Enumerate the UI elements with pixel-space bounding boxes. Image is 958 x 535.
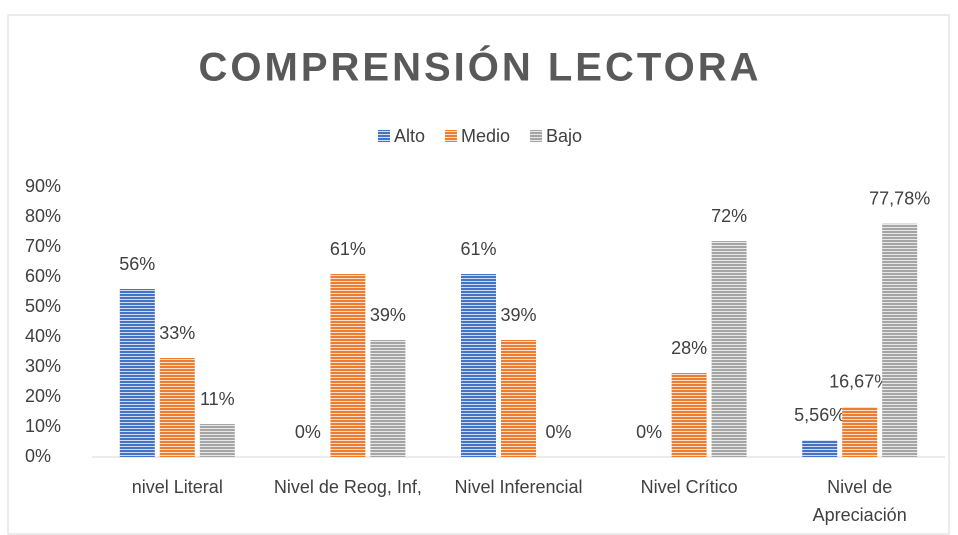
y-tick-label: 30% <box>25 356 61 376</box>
x-tick-label: Nivel de Reog, Inf, <box>274 477 422 497</box>
bar <box>842 406 878 457</box>
data-label: 61% <box>330 239 366 259</box>
data-label: 39% <box>370 305 406 325</box>
data-label: 16,67% <box>829 372 890 392</box>
y-tick-label: 60% <box>25 266 61 286</box>
y-tick-label: 80% <box>25 206 61 226</box>
data-label: 0% <box>636 422 662 442</box>
bar <box>461 274 496 457</box>
x-tick-label: Nivel de Apreciación <box>813 477 907 525</box>
data-label: 33% <box>159 323 195 343</box>
bar <box>882 223 918 457</box>
y-tick-label: 70% <box>25 236 61 256</box>
bar <box>159 358 195 457</box>
x-tick-label: Nivel Inferencial <box>454 477 582 497</box>
legend: Alto Medio Bajo <box>377 126 582 146</box>
x-tick-label: nivel Literal <box>132 477 223 497</box>
bar <box>671 373 707 457</box>
legend-label: Alto <box>394 126 425 146</box>
y-tick-label: 50% <box>25 296 61 316</box>
data-label: 56% <box>119 254 155 274</box>
legend-swatch <box>377 130 390 142</box>
legend-label: Bajo <box>546 126 582 146</box>
bar <box>199 424 235 457</box>
bar <box>711 241 747 457</box>
data-label: 72% <box>711 206 747 226</box>
data-label: 61% <box>460 239 496 259</box>
legend-label: Medio <box>461 126 510 146</box>
data-label: 0% <box>295 422 321 442</box>
data-label: 28% <box>671 338 707 358</box>
y-tick-label: 90% <box>25 176 61 196</box>
y-tick-label: 0% <box>25 446 51 466</box>
bar <box>501 340 536 457</box>
data-label: 0% <box>545 422 571 442</box>
data-label: 11% <box>200 389 235 409</box>
bar <box>119 289 155 457</box>
y-tick-label: 10% <box>25 416 61 436</box>
data-label: 39% <box>500 305 536 325</box>
y-tick-label: 40% <box>25 326 61 346</box>
bar <box>370 340 406 457</box>
y-tick-label: 20% <box>25 386 61 406</box>
legend-swatch <box>444 130 457 142</box>
x-tick-label: Nivel Crítico <box>641 477 738 497</box>
data-label: 77,78% <box>869 188 930 208</box>
chart-title: COMPRENSIÓN LECTORA <box>199 44 762 90</box>
bar <box>802 440 838 457</box>
bar <box>330 274 366 457</box>
data-label: 5,56% <box>794 405 845 425</box>
legend-swatch <box>530 130 543 142</box>
